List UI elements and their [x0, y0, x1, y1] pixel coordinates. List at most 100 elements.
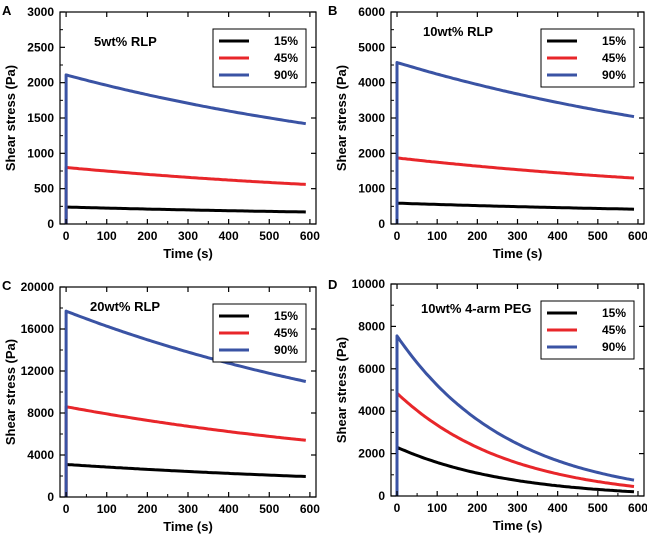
- x-axis-label: Time (s): [493, 246, 543, 261]
- legend-label: 45%: [274, 51, 298, 65]
- x-tick-label: 400: [219, 502, 239, 516]
- x-tick-label: 300: [178, 229, 198, 243]
- y-tick-label: 2000: [358, 447, 385, 461]
- y-tick-label: 1000: [358, 182, 385, 196]
- y-tick-label: 12000: [21, 364, 55, 378]
- x-tick-label: 300: [507, 501, 527, 515]
- y-tick-label: 4000: [358, 76, 385, 90]
- x-tick-label: 500: [588, 501, 608, 515]
- chart-title: 10wt% RLP: [423, 24, 493, 39]
- chart-title: 20wt% RLP: [90, 299, 160, 314]
- legend-box: [540, 28, 635, 88]
- x-tick-label: 500: [588, 229, 608, 243]
- x-tick-label: 100: [97, 229, 117, 243]
- x-tick-label: 100: [97, 502, 117, 516]
- panel-letter: D: [328, 277, 337, 292]
- y-tick-label: 6000: [358, 362, 385, 376]
- series-line-45pct: [64, 405, 306, 497]
- x-tick-label: 0: [63, 229, 70, 243]
- legend-label: 90%: [274, 68, 298, 82]
- y-tick-label: 3000: [358, 111, 385, 125]
- y-tick-label: 3000: [27, 5, 54, 19]
- panel-letter: C: [2, 278, 12, 293]
- x-tick-label: 200: [467, 501, 487, 515]
- x-tick-label: 0: [394, 501, 401, 515]
- x-tick-label: 400: [548, 501, 568, 515]
- series-line-15pct: [64, 462, 306, 497]
- series-line-90pct: [64, 73, 307, 224]
- x-tick-label: 300: [507, 229, 527, 243]
- series-line-15pct: [64, 205, 306, 224]
- x-tick-label: 200: [467, 229, 487, 243]
- y-axis-label: Shear stress (Pa): [334, 65, 349, 171]
- x-tick-label: 100: [427, 501, 447, 515]
- legend-label: 90%: [274, 343, 298, 357]
- panel-d: D0 100 200 300 400 500 60002000400060008000100…: [328, 277, 647, 533]
- x-tick-label: 200: [137, 502, 157, 516]
- x-axis-label: Time (s): [163, 246, 213, 261]
- series-line-45pct: [395, 156, 635, 224]
- x-tick-label: 0: [394, 229, 401, 243]
- legend: 15% 45% 90%: [212, 28, 307, 88]
- legend-label: 45%: [602, 323, 626, 337]
- y-tick-label: 1000: [27, 146, 54, 160]
- legend-label: 45%: [274, 326, 298, 340]
- legend-label: 15%: [602, 34, 626, 48]
- y-axis-label: Shear stress (Pa): [3, 339, 18, 445]
- x-tick-label: 600: [300, 502, 320, 516]
- y-tick-label: 500: [34, 182, 54, 196]
- series-line-15pct: [395, 201, 635, 224]
- series-line-90pct: [395, 334, 635, 496]
- x-tick-label: 400: [219, 229, 239, 243]
- y-tick-label: 8000: [27, 406, 54, 420]
- y-axis-label: Shear stress (Pa): [3, 65, 18, 171]
- y-tick-label: 0: [47, 490, 54, 504]
- legend-label: 45%: [602, 51, 626, 65]
- y-tick-label: 2000: [358, 146, 385, 160]
- legend: 15% 45% 90%: [540, 28, 635, 88]
- y-tick-label: 20000: [21, 280, 55, 294]
- series-line-90pct: [395, 61, 635, 224]
- y-tick-label: 0: [378, 217, 385, 231]
- y-tick-label: 4000: [358, 404, 385, 418]
- y-tick-label: 0: [378, 489, 385, 503]
- y-axis-label: Shear stress (Pa): [334, 337, 349, 443]
- chart-title: 5wt% RLP: [94, 34, 157, 49]
- series-line-90pct: [64, 309, 307, 497]
- x-tick-label: 500: [259, 502, 279, 516]
- y-tick-label: 8000: [358, 319, 385, 333]
- panel-a: A 0 100 200 300 400 500 600 0 500 1000 1500 2000 2500…: [2, 3, 320, 261]
- panel-b: B0 100 200 300 400 500 60001000200030004000500…: [328, 3, 647, 261]
- panel-letter: A: [2, 3, 12, 18]
- legend-label: 90%: [602, 340, 626, 354]
- y-tick-label: 2500: [27, 40, 54, 54]
- x-tick-label: 600: [628, 501, 647, 515]
- panel-letter: B: [328, 3, 337, 18]
- x-tick-label: 600: [300, 229, 320, 243]
- y-tick-label: 2000: [27, 76, 54, 90]
- panel-c: C 0 100 200 300 400 500 600 0 4000 8000 12000 16000 2…: [2, 278, 320, 534]
- y-tick-label: 1500: [27, 111, 54, 125]
- x-axis-label: Time (s): [163, 519, 213, 534]
- legend-label: 15%: [602, 306, 626, 320]
- x-tick-label: 500: [259, 229, 279, 243]
- legend: 15% 45% 90%: [540, 300, 635, 360]
- series-line-45pct: [395, 391, 635, 496]
- x-tick-label: 0: [63, 502, 70, 516]
- x-tick-label: 400: [548, 229, 568, 243]
- legend-label: 90%: [602, 68, 626, 82]
- legend: 15% 45% 90%: [212, 303, 307, 363]
- x-tick-label: 300: [178, 502, 198, 516]
- legend-label: 15%: [274, 309, 298, 323]
- legend-label: 15%: [274, 34, 298, 48]
- y-tick-label: 16000: [21, 322, 55, 336]
- y-tick-label: 6000: [358, 5, 385, 19]
- series-line-15pct: [395, 445, 635, 496]
- y-tick-label: 10000: [352, 277, 386, 291]
- chart-title: 10wt% 4-arm PEG: [421, 301, 532, 316]
- series-line-45pct: [64, 166, 306, 224]
- x-tick-label: 200: [137, 229, 157, 243]
- x-axis-label: Time (s): [493, 518, 543, 533]
- x-tick-label: 600: [628, 229, 647, 243]
